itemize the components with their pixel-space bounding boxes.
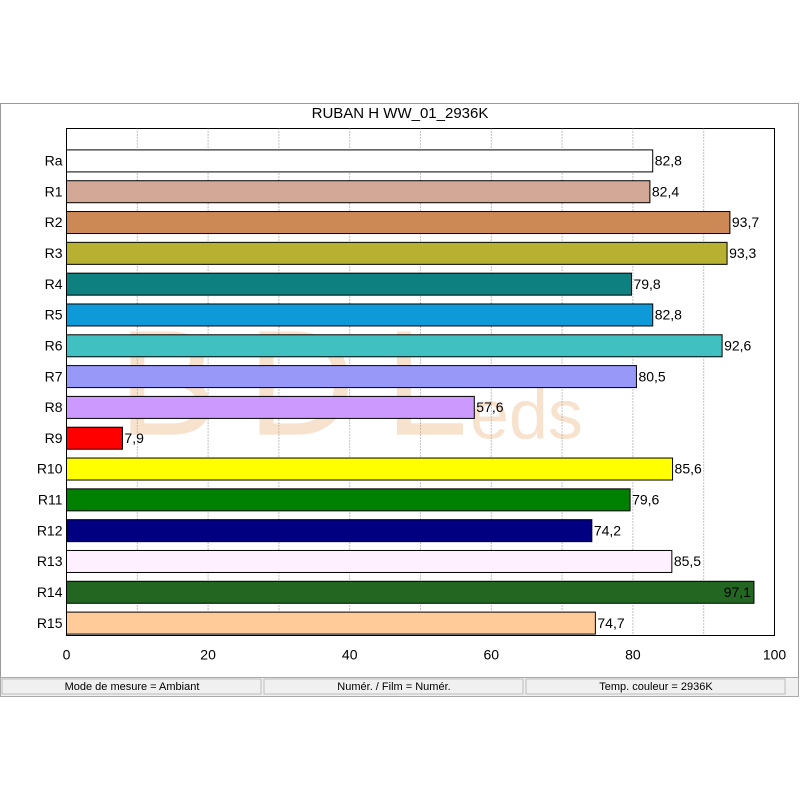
y-tick-label: R7 xyxy=(45,368,63,384)
status-panel xyxy=(1,678,262,695)
bar xyxy=(66,303,654,327)
bar xyxy=(66,426,123,450)
x-tick-label: 60 xyxy=(484,647,500,663)
bar xyxy=(66,488,631,512)
y-tick-label: R6 xyxy=(45,337,63,353)
x-tick-label: 40 xyxy=(342,647,358,663)
y-tick-label: Ra xyxy=(45,153,63,169)
y-tick-label: R15 xyxy=(37,615,63,631)
status-panel xyxy=(263,678,524,695)
y-tick-label: R1 xyxy=(45,183,63,199)
bar xyxy=(66,211,731,235)
value-label: 82,4 xyxy=(652,183,679,199)
bar xyxy=(66,180,651,204)
y-tick-label: R10 xyxy=(37,461,63,477)
y-tick-label: R14 xyxy=(37,584,63,600)
value-label: 85,6 xyxy=(675,461,702,477)
y-tick-label: R5 xyxy=(45,307,63,323)
bar xyxy=(66,334,723,358)
bar xyxy=(66,272,632,296)
value-label: 92,6 xyxy=(724,337,751,353)
bar xyxy=(66,580,755,604)
status-panel xyxy=(525,678,786,695)
y-tick-label: R13 xyxy=(37,553,63,569)
bar xyxy=(66,611,596,635)
y-tick-label: R11 xyxy=(38,492,63,508)
status-text: Temp. couleur = 2936K xyxy=(599,681,713,693)
x-tick-label: 0 xyxy=(63,647,71,663)
value-label: 97,1 xyxy=(724,584,751,600)
y-tick-label: R2 xyxy=(45,214,63,230)
value-label: 93,7 xyxy=(732,214,759,230)
bar xyxy=(66,457,674,481)
bar xyxy=(66,519,593,543)
x-tick-label: 20 xyxy=(200,647,216,663)
value-label: 82,8 xyxy=(655,307,682,323)
value-label: 82,8 xyxy=(655,153,682,169)
chart-title: RUBAN H WW_01_2936K xyxy=(312,105,489,122)
bar xyxy=(66,149,654,173)
watermark-suffix: eds xyxy=(470,375,583,453)
value-label: 79,6 xyxy=(632,492,659,508)
bar xyxy=(66,241,728,265)
value-label: 79,8 xyxy=(633,276,660,292)
status-text: Numér. / Film = Numér. xyxy=(337,681,450,693)
x-tick-label: 100 xyxy=(763,647,787,663)
x-tick-label: 80 xyxy=(625,647,641,663)
y-tick-label: R8 xyxy=(45,399,63,415)
y-tick-label: R9 xyxy=(45,430,63,446)
bar xyxy=(66,395,475,419)
value-label: 80,5 xyxy=(638,368,665,384)
value-label: 74,2 xyxy=(594,522,621,538)
bar xyxy=(66,549,673,573)
y-tick-label: R3 xyxy=(45,245,63,261)
y-tick-label: R4 xyxy=(45,276,63,292)
value-label: 57,6 xyxy=(476,399,503,415)
y-tick-label: R12 xyxy=(37,522,63,538)
value-label: 74,7 xyxy=(597,615,624,631)
value-label: 93,3 xyxy=(729,245,756,261)
value-label: 7,9 xyxy=(124,430,144,446)
bar xyxy=(66,365,637,389)
value-label: 85,5 xyxy=(674,553,701,569)
status-text: Mode de mesure = Ambiant xyxy=(65,681,200,693)
